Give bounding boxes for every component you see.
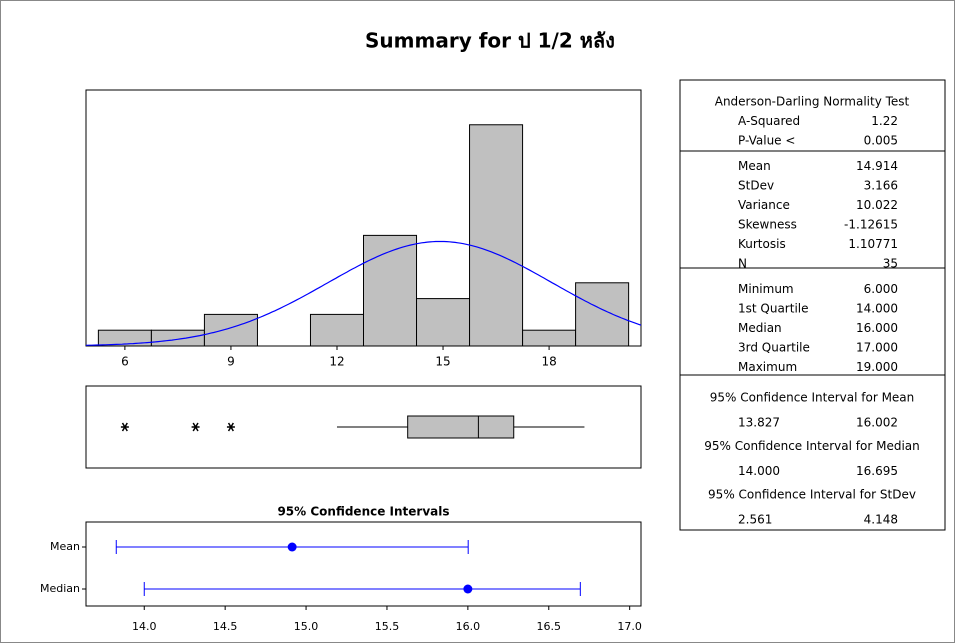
- table-value: 16.002: [856, 416, 898, 430]
- box: [408, 416, 514, 438]
- table-value: 35: [883, 257, 898, 271]
- interval-point: [463, 585, 472, 594]
- table-label: Mean: [738, 159, 771, 173]
- histogram-bar: [576, 283, 629, 346]
- table-heading: Anderson-Darling Normality Test: [715, 95, 910, 109]
- table-label: N: [738, 257, 747, 271]
- table-heading: 95% Confidence Interval for Mean: [710, 391, 915, 405]
- table-value: 16.000: [856, 321, 898, 335]
- histogram-bar: [470, 125, 523, 346]
- table-value: 1.10771: [848, 237, 898, 251]
- x-tick-label: 14.5: [213, 620, 238, 633]
- table-label: 13.827: [738, 416, 780, 430]
- table-label: Maximum: [738, 360, 797, 374]
- graphical-summary: Summary for ป 1/2 หลัง 6 9 12 15 18 95% Confi…: [0, 0, 955, 643]
- table-label: 3rd Quartile: [738, 341, 810, 355]
- table-label: StDev: [738, 179, 774, 193]
- table-label: P-Value <: [738, 134, 795, 148]
- table-label: Variance: [738, 198, 790, 212]
- table-value: 16.695: [856, 464, 898, 478]
- histogram-bar: [151, 330, 204, 346]
- x-tick-label: 17.0: [617, 620, 642, 633]
- x-tick-label: 12: [329, 355, 344, 369]
- x-tick-label: 14.0: [132, 620, 157, 633]
- interval-frame: [86, 522, 641, 606]
- table-value: 6.000: [864, 282, 898, 296]
- y-tick-label: Mean: [50, 540, 80, 553]
- table-value: 17.000: [856, 341, 898, 355]
- table-value: 0.005: [864, 134, 898, 148]
- table-value: 14.000: [856, 302, 898, 316]
- histogram-bar: [204, 314, 257, 346]
- x-tick-label: 6: [121, 355, 129, 369]
- x-tick-label: 15.0: [294, 620, 319, 633]
- summary-table-frame: [680, 80, 945, 530]
- table-value: 19.000: [856, 360, 898, 374]
- x-tick-label: 9: [227, 355, 235, 369]
- interval-title: 95% Confidence Intervals: [277, 505, 449, 519]
- y-tick-label: Median: [40, 582, 80, 595]
- table-value: 3.166: [864, 179, 898, 193]
- table-value: 14.914: [856, 159, 898, 173]
- x-tick-label: 16.5: [537, 620, 562, 633]
- table-heading: 95% Confidence Interval for Median: [704, 439, 920, 453]
- table-value: 10.022: [856, 198, 898, 212]
- page-title: Summary for ป 1/2 หลัง: [365, 29, 615, 53]
- histogram-bar: [523, 330, 576, 346]
- table-label: 14.000: [738, 464, 780, 478]
- table-label: Median: [738, 321, 782, 335]
- histogram-bar: [310, 314, 363, 346]
- table-label: Skewness: [738, 218, 797, 232]
- x-tick-label: 16.0: [456, 620, 481, 633]
- table-label: Minimum: [738, 282, 794, 296]
- table-value: -1.12615: [844, 218, 898, 232]
- table-label: 1st Quartile: [738, 302, 809, 316]
- table-value: 1.22: [871, 114, 898, 128]
- table-label: 2.561: [738, 513, 772, 527]
- x-tick-label: 18: [541, 355, 556, 369]
- table-heading: 95% Confidence Interval for StDev: [708, 488, 916, 502]
- x-tick-label: 15: [435, 355, 450, 369]
- x-tick-label: 15.5: [375, 620, 400, 633]
- table-label: A-Squared: [738, 114, 800, 128]
- histogram-bar: [417, 299, 470, 346]
- table-label: Kurtosis: [738, 237, 786, 251]
- interval-point: [288, 543, 297, 552]
- table-value: 4.148: [864, 513, 898, 527]
